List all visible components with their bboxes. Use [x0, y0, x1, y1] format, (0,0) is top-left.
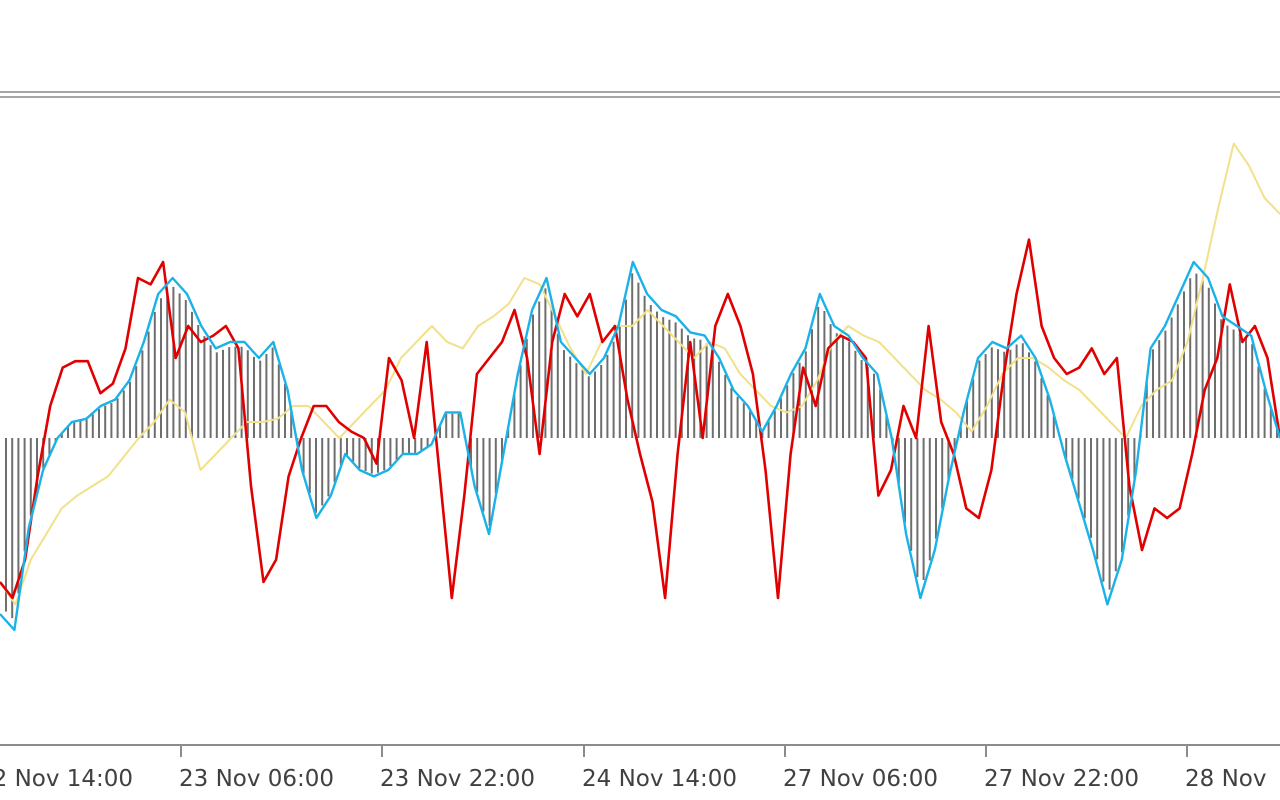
- red-line-series: [0, 238, 1280, 600]
- x-tick-label: 23 Nov 22:00: [380, 766, 535, 792]
- x-tick-label: 27 Nov 06:00: [783, 766, 938, 792]
- x-tick-label: 28 Nov: [1185, 766, 1266, 792]
- x-tick-label: 27 Nov 22:00: [984, 766, 1139, 792]
- x-axis-ticks: 22 Nov 14:00 23 Nov 06:00 23 Nov 22:00 24 N…: [0, 745, 1266, 792]
- x-tick-label: 24 Nov 14:00: [582, 766, 737, 792]
- indicator-lines: [0, 142, 1280, 632]
- yellow-line-series: [0, 142, 1280, 606]
- x-tick-label: 23 Nov 06:00: [179, 766, 334, 792]
- histogram-bars: [5, 273, 1278, 619]
- x-tick-label: 22 Nov 14:00: [0, 766, 133, 792]
- blue-line-series: [0, 260, 1280, 632]
